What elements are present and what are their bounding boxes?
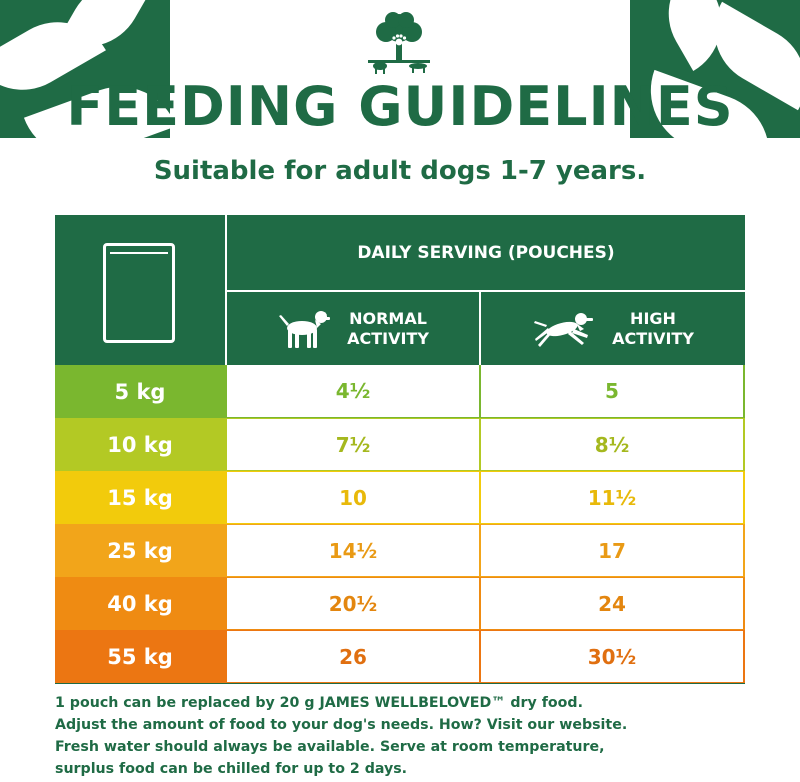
note-line-3: Fresh water should always be available. …	[55, 739, 605, 755]
leaf-decoration-right	[630, 0, 800, 138]
pouch-icon	[103, 243, 175, 343]
high-serving-cell: 8½	[481, 419, 743, 470]
page-subtitle: Suitable for adult dogs 1-7 years.	[153, 156, 647, 186]
note-line-2: Adjust the amount of food to your dog's …	[55, 717, 628, 733]
header-banner: FEEDING GUIDELINES	[0, 0, 800, 138]
standing-dog-icon	[279, 310, 331, 348]
high-activity-label-line1: HIGH	[630, 308, 676, 328]
weight-cell: 25 kg	[107, 538, 173, 563]
normal-serving-cell: 7½	[227, 419, 479, 470]
normal-serving-cell: 10	[227, 472, 479, 523]
high-serving-cell: 5	[481, 365, 743, 417]
table-row: 40 kg 20½ 24	[55, 577, 745, 630]
weight-cell: 40 kg	[107, 591, 173, 616]
table-row: 25 kg 14½ 17	[55, 524, 745, 577]
high-serving-cell: 11½	[481, 472, 743, 523]
weight-cell: 15 kg	[107, 485, 173, 510]
table-row: 10 kg 7½ 8½	[55, 418, 745, 471]
normal-activity-label-line2: ACTIVITY	[347, 328, 429, 348]
note-line-1: 1 pouch can be replaced by 20 g JAMES WE…	[55, 695, 583, 711]
pouch-header-cell	[55, 215, 225, 365]
daily-serving-header: DAILY SERVING (POUCHES)	[357, 242, 615, 263]
weight-cell: 5 kg	[114, 379, 166, 404]
jumping-dog-icon	[534, 312, 594, 347]
table-row: 15 kg 10 11½	[55, 471, 745, 524]
high-serving-cell: 17	[481, 525, 743, 576]
high-serving-cell: 24	[481, 578, 743, 629]
normal-serving-cell: 4½	[227, 365, 479, 417]
table-row: 5 kg 4½ 5	[55, 365, 745, 418]
high-activity-label-line2: ACTIVITY	[612, 328, 694, 348]
table-row: 55 kg 26 30½	[55, 630, 745, 683]
normal-activity-label-line1: NORMAL	[349, 308, 427, 328]
note-line-4: surplus food can be chilled for up to 2 …	[55, 761, 408, 777]
feeding-table: DAILY SERVING (POUCHES) NORMAL ACTIVITY	[55, 215, 745, 684]
tree-with-animals-icon	[368, 12, 430, 74]
normal-serving-cell: 14½	[227, 525, 479, 576]
weight-cell: 55 kg	[107, 644, 173, 669]
high-activity-header: HIGH ACTIVITY	[481, 292, 745, 365]
normal-serving-cell: 26	[227, 631, 479, 682]
page-title: FEEDING GUIDELINES	[66, 75, 734, 138]
high-serving-cell: 30½	[481, 631, 743, 682]
weight-cell: 10 kg	[107, 432, 173, 457]
normal-activity-header: NORMAL ACTIVITY	[227, 292, 479, 365]
footnotes: 1 pouch can be replaced by 20 g JAMES WE…	[55, 692, 755, 780]
normal-serving-cell: 20½	[227, 578, 479, 629]
leaf-decoration-left	[0, 0, 170, 138]
